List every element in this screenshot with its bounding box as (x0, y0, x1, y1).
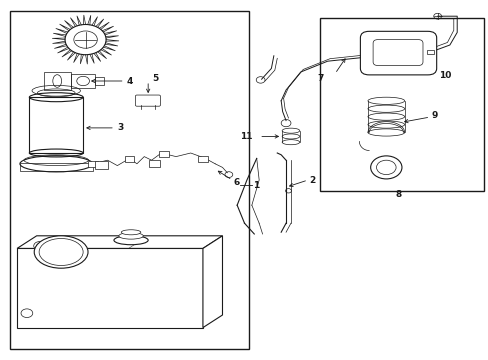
FancyBboxPatch shape (372, 40, 422, 66)
Bar (426, 50, 433, 54)
Bar (159, 151, 168, 157)
Text: 4: 4 (126, 77, 132, 86)
Text: 3: 3 (117, 123, 123, 132)
Bar (10, 11, 249, 349)
Text: 1: 1 (252, 181, 259, 190)
Ellipse shape (367, 97, 404, 104)
Bar (320, 18, 483, 191)
Bar (20, 163, 93, 171)
Ellipse shape (39, 239, 83, 266)
Text: 9: 9 (431, 112, 437, 121)
Text: 7: 7 (317, 74, 324, 83)
Bar (124, 156, 134, 162)
Ellipse shape (114, 236, 148, 245)
Bar (149, 160, 160, 167)
Bar (95, 77, 104, 85)
Bar (71, 74, 95, 88)
Ellipse shape (367, 113, 404, 120)
Ellipse shape (282, 140, 299, 145)
Ellipse shape (282, 128, 299, 133)
Ellipse shape (119, 233, 143, 239)
Text: 5: 5 (152, 74, 159, 83)
Ellipse shape (34, 236, 88, 268)
Bar (44, 72, 71, 90)
Bar (88, 161, 98, 167)
Circle shape (376, 160, 395, 175)
Bar (95, 161, 107, 169)
Ellipse shape (367, 121, 404, 128)
Polygon shape (203, 236, 222, 328)
Text: 10: 10 (438, 71, 450, 80)
Circle shape (370, 156, 401, 179)
Circle shape (34, 242, 45, 250)
Text: 6: 6 (233, 178, 240, 187)
Bar (29, 97, 83, 153)
Text: 2: 2 (309, 176, 315, 185)
Text: 11: 11 (239, 132, 252, 141)
Ellipse shape (282, 134, 299, 139)
Ellipse shape (121, 230, 141, 235)
Bar (17, 248, 203, 328)
Circle shape (21, 309, 33, 318)
Ellipse shape (367, 129, 404, 136)
FancyBboxPatch shape (360, 31, 436, 75)
Bar (198, 156, 207, 162)
Polygon shape (17, 236, 222, 248)
Ellipse shape (367, 105, 404, 112)
Text: 8: 8 (394, 190, 401, 199)
